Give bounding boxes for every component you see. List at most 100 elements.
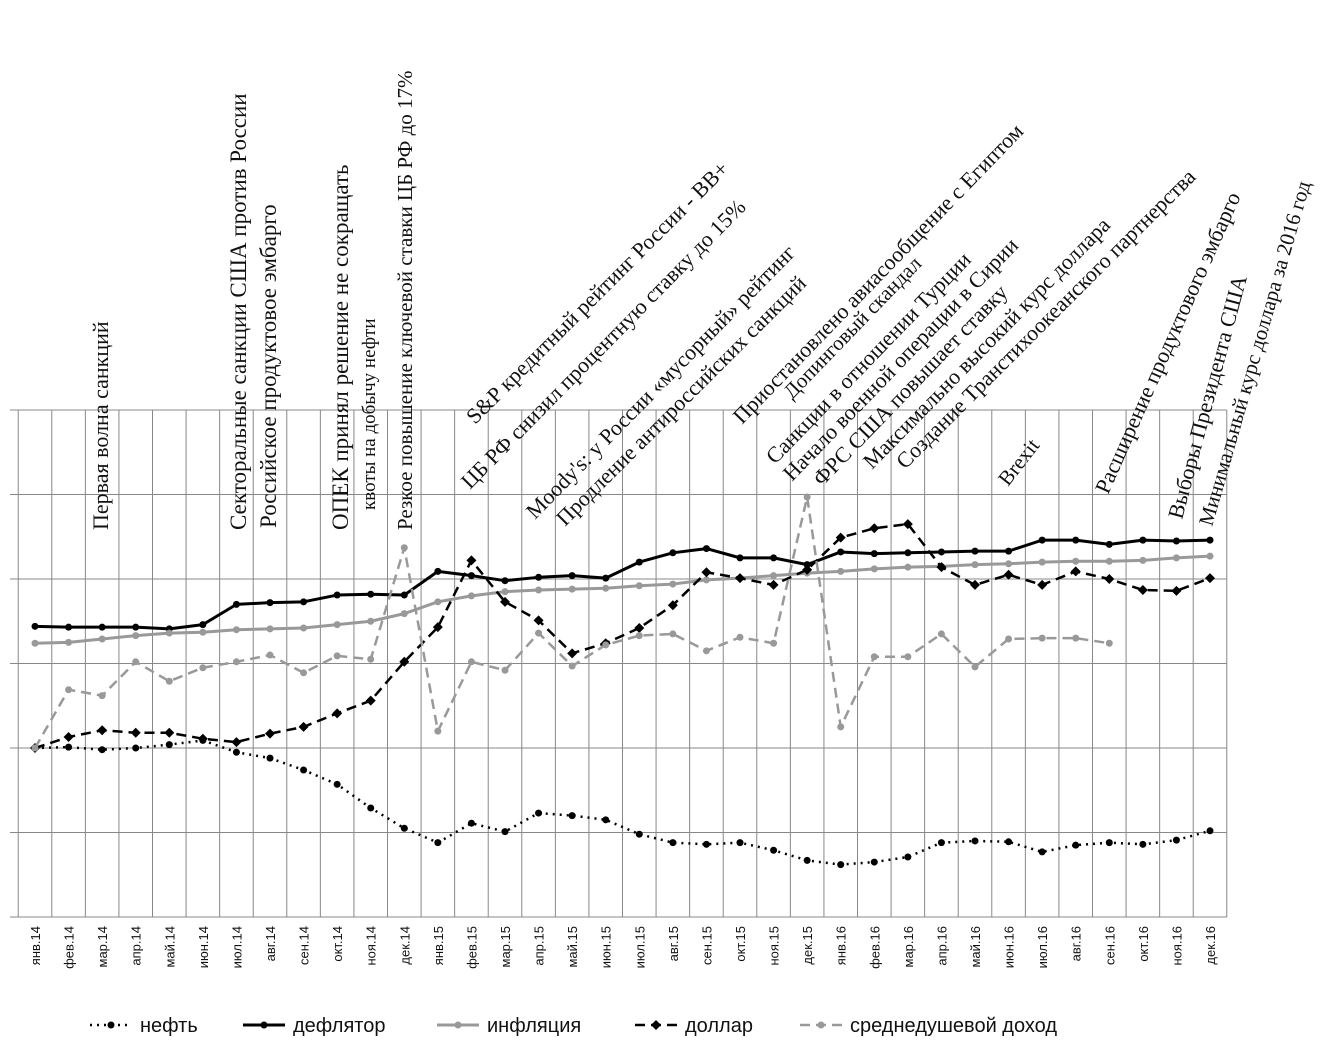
data-point <box>902 519 913 530</box>
data-point <box>31 622 39 630</box>
x-tick-label: дек.14 <box>397 926 412 965</box>
data-point <box>232 626 240 634</box>
data-point <box>65 623 73 631</box>
x-tick-label: ноя.14 <box>364 926 379 966</box>
data-point <box>904 549 912 557</box>
data-point <box>837 723 845 731</box>
x-tick-label: фев.15 <box>464 926 479 969</box>
data-point <box>835 532 846 543</box>
data-point <box>1072 557 1080 565</box>
data-point <box>65 686 73 694</box>
data-point <box>300 669 308 677</box>
data-point <box>602 574 610 582</box>
x-tick-label: фев.16 <box>867 926 882 969</box>
data-point <box>971 663 979 671</box>
legend-label: нефть <box>140 1015 198 1037</box>
data-point <box>568 812 576 820</box>
data-point <box>1172 537 1180 545</box>
data-point <box>669 580 677 588</box>
data-point <box>132 744 140 752</box>
x-tick-label: ноя.15 <box>767 926 782 966</box>
data-point <box>535 573 543 581</box>
data-point <box>602 584 610 592</box>
data-point <box>635 830 643 838</box>
x-tick-label: сен.14 <box>297 926 312 965</box>
data-point <box>1005 547 1013 555</box>
annotation: Первая волна санкций <box>88 321 113 530</box>
data-point <box>434 598 442 606</box>
data-point <box>802 564 813 575</box>
legend-item: инфляция <box>437 1015 581 1037</box>
legend-label: инфляция <box>487 1015 581 1037</box>
data-point <box>501 588 509 596</box>
data-point <box>937 548 945 556</box>
data-point <box>702 545 710 553</box>
data-point <box>1206 536 1214 544</box>
data-point <box>1003 569 1014 580</box>
x-tick-label: апр.16 <box>934 926 949 966</box>
data-point <box>1072 536 1080 544</box>
data-point <box>434 727 442 735</box>
data-point <box>634 623 645 634</box>
series-line <box>34 538 1211 631</box>
data-point <box>300 766 308 774</box>
x-tick-label: авг.14 <box>263 926 278 961</box>
x-tick-label: дек.15 <box>800 926 815 965</box>
data-point <box>567 648 578 659</box>
annotation: Российское продуктовое эмбарго <box>256 204 281 528</box>
data-point <box>232 748 240 756</box>
data-point <box>1105 839 1113 847</box>
series-line <box>33 495 1110 749</box>
data-point <box>165 677 173 685</box>
data-point <box>669 549 677 557</box>
data-point <box>231 737 242 748</box>
data-point <box>736 633 744 641</box>
series-line <box>34 554 1211 645</box>
data-point <box>500 596 510 607</box>
data-point <box>1038 634 1046 642</box>
data-point <box>1137 584 1148 595</box>
data-point <box>535 809 543 817</box>
data-point <box>132 632 140 640</box>
data-point <box>1005 838 1013 846</box>
data-point <box>770 572 778 580</box>
data-point <box>736 554 744 562</box>
x-tick-label: мар.15 <box>498 926 513 967</box>
x-tick-label: мар.16 <box>901 926 916 967</box>
data-point <box>1104 574 1115 584</box>
legend-marker <box>454 1021 462 1029</box>
x-tick-label: фев.14 <box>62 926 77 969</box>
data-point <box>1072 841 1080 849</box>
data-point <box>768 579 779 590</box>
x-tick-label: дек.16 <box>1203 926 1218 965</box>
annotation: Секторальные санкции США против России <box>226 93 251 530</box>
data-point <box>400 544 408 552</box>
data-point <box>367 655 375 663</box>
annotation: Резкое повышение ключевой ставки ЦБ РФ д… <box>393 71 417 531</box>
x-tick-label: май.15 <box>565 926 580 968</box>
annotation: ОПЕК принял решение не сокращать <box>328 164 353 530</box>
data-point <box>232 658 240 666</box>
data-point <box>298 721 309 732</box>
x-tick-label: апр.15 <box>532 926 547 966</box>
data-point <box>937 839 945 847</box>
data-point <box>98 746 106 754</box>
data-point <box>1037 579 1048 590</box>
data-point <box>937 630 945 638</box>
data-point <box>332 708 343 719</box>
data-point <box>870 565 878 573</box>
data-point <box>467 572 475 580</box>
data-point <box>367 804 375 812</box>
data-point <box>467 658 475 666</box>
x-tick-label: окт.14 <box>330 926 345 962</box>
data-point <box>130 727 141 738</box>
data-point <box>635 582 643 590</box>
data-point <box>533 615 544 626</box>
x-tick-label: авг.15 <box>666 926 681 961</box>
data-point <box>970 579 980 590</box>
data-point <box>971 561 979 569</box>
data-point <box>65 638 73 646</box>
data-point <box>132 658 140 666</box>
data-point <box>1205 573 1215 584</box>
